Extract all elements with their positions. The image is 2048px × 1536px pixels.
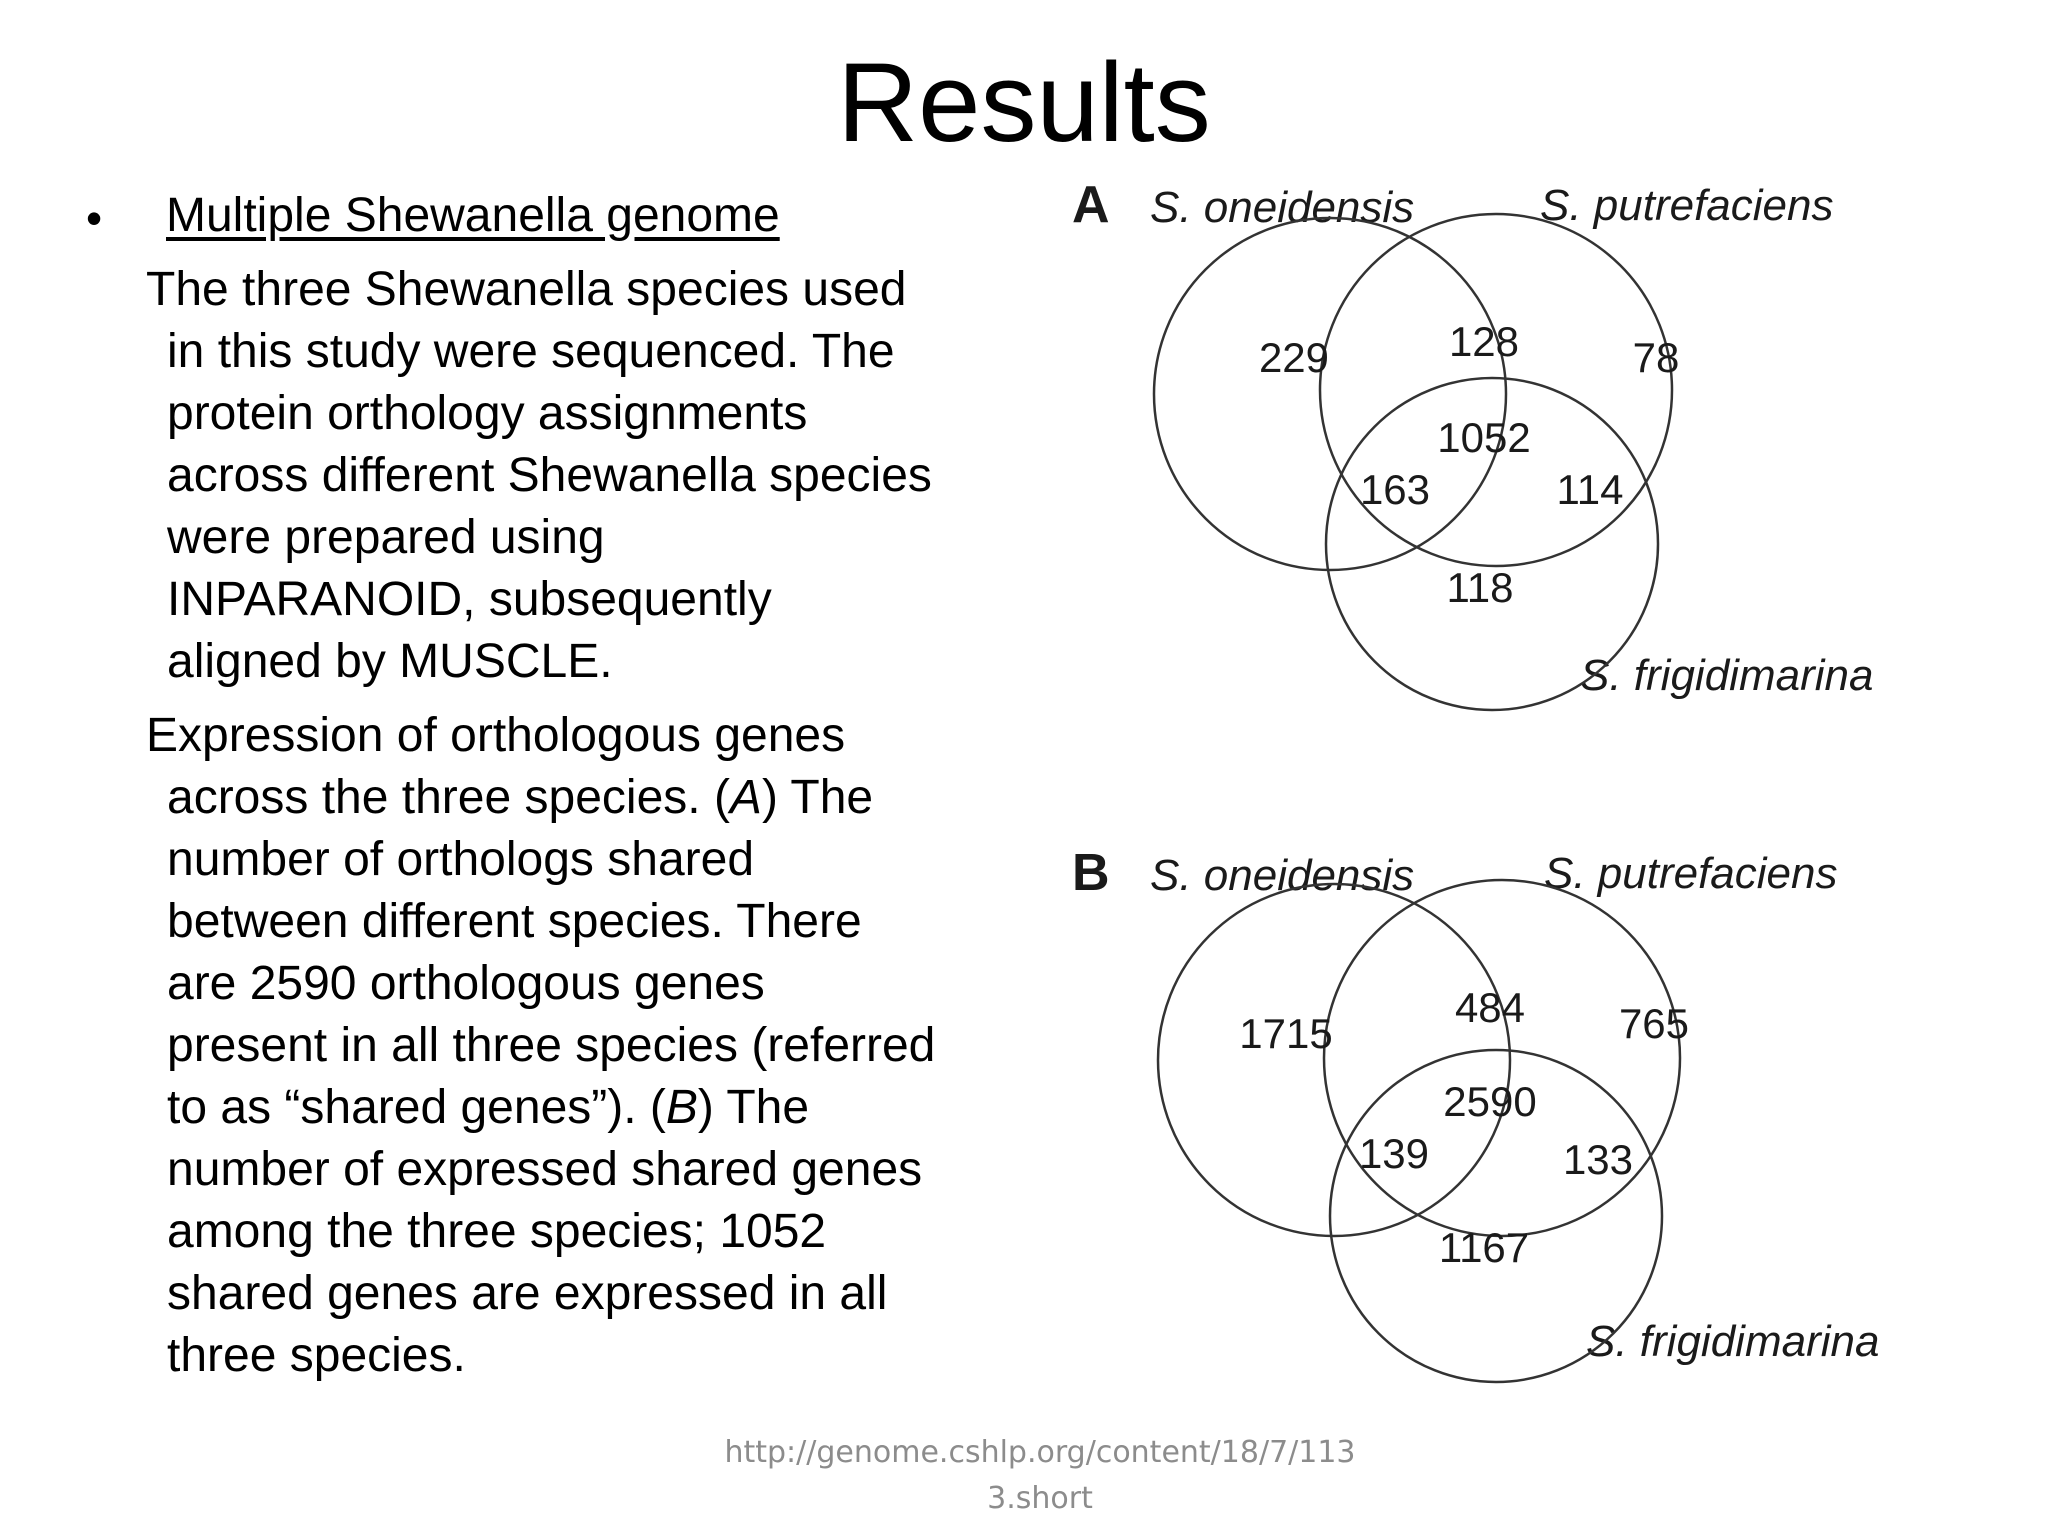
source-url-line-1: http://genome.cshlp.org/content/18/7/113 [724,1435,1356,1470]
text-line: among the three species; 1052 [167,1205,827,1258]
species-label-putrefaciens: S. putrefaciens [1540,181,1834,230]
text-segment: ) The [697,1081,810,1134]
venn-circle-frigidimarina [1328,1048,1664,1384]
text-line: shared genes are expressed in all [167,1267,888,1320]
count-all-three: 2590 [1443,1078,1536,1125]
text-line: are 2590 orthologous genes [167,957,765,1010]
count-frigidimarina-only: 1167 [1439,1224,1529,1271]
source-url[interactable]: http://genome.cshlp.org/content/18/7/113… [620,1430,1460,1522]
panel-letter-b: B [1072,844,1110,902]
text-line: were prepared using [167,511,605,564]
bullet-marker: • [86,192,103,244]
count-putrefaciens-frigidimarina: 114 [1557,466,1624,513]
venn-circle-oneidensis [1152,216,1508,572]
count-putrefaciens-only: 765 [1619,1000,1689,1047]
text-segment: ) The [761,771,874,824]
species-label-putrefaciens: S. putrefaciens [1544,849,1838,898]
panel-letter-a: A [1072,176,1110,234]
text-line: across different Shewanella species [167,449,932,502]
species-label-frigidimarina: S. frigidimarina [1586,1317,1879,1366]
count-frigidimarina-only: 118 [1447,564,1514,611]
count-oneidensis-only: 229 [1259,334,1329,381]
count-oneidensis-only: 1715 [1239,1010,1332,1057]
text-line: number of orthologs shared [167,833,755,886]
venn-diagram-b: B S. oneidensis S. putrefaciens S. frigi… [1072,844,1879,1384]
text-line: to as “shared genes”). (B) The [146,1077,1006,1139]
venn-circle-putrefaciens [1318,212,1674,568]
venn-circle-frigidimarina [1324,376,1660,712]
paragraph-figure-caption: Expression of orthologous genes across t… [146,705,1006,1387]
text-line: INPARANOID, subsequently [167,573,772,626]
slide-title: Results [837,40,1211,165]
text-line: across the three species. (A) The [146,767,1006,829]
text-line: aligned by MUSCLE. [167,635,613,688]
text-line: between different species. There [167,895,862,948]
panel-reference-a: A [729,771,762,824]
text-segment: across the three species. ( [167,771,730,824]
count-putrefaciens-frigidimarina: 133 [1563,1136,1633,1183]
text-line: in this study were sequenced. The [167,325,895,378]
text-segment: to as “shared genes”). ( [167,1081,666,1134]
venn-circle-oneidensis [1156,882,1512,1238]
count-oneidensis-putrefaciens: 128 [1449,318,1519,365]
count-oneidensis-frigidimarina: 139 [1359,1130,1429,1177]
source-url-line-2: 3.short [987,1481,1093,1516]
text-line: The three Shewanella species used [146,263,907,316]
text-line: Expression of orthologous genes [146,709,846,762]
text-line: three species. [167,1329,466,1382]
venn-circle-putrefaciens [1322,878,1682,1238]
venn-diagram-a: A S. oneidensis S. putrefaciens S. frigi… [1072,176,1873,712]
text-line: present in all three species (referred [167,1019,936,1072]
species-label-frigidimarina: S. frigidimarina [1580,651,1873,700]
count-all-three: 1052 [1437,414,1530,461]
paragraph-sequencing: The three Shewanella species used in thi… [146,259,1006,693]
bullet-heading: Multiple Shewanella genome [166,189,780,242]
count-oneidensis-frigidimarina: 163 [1360,466,1430,513]
count-putrefaciens-only: 78 [1633,334,1680,381]
text-line: number of expressed shared genes [167,1143,923,1196]
count-oneidensis-putrefaciens: 484 [1455,984,1525,1031]
panel-reference-b: B [665,1081,698,1134]
text-line: protein orthology assignments [167,387,808,440]
